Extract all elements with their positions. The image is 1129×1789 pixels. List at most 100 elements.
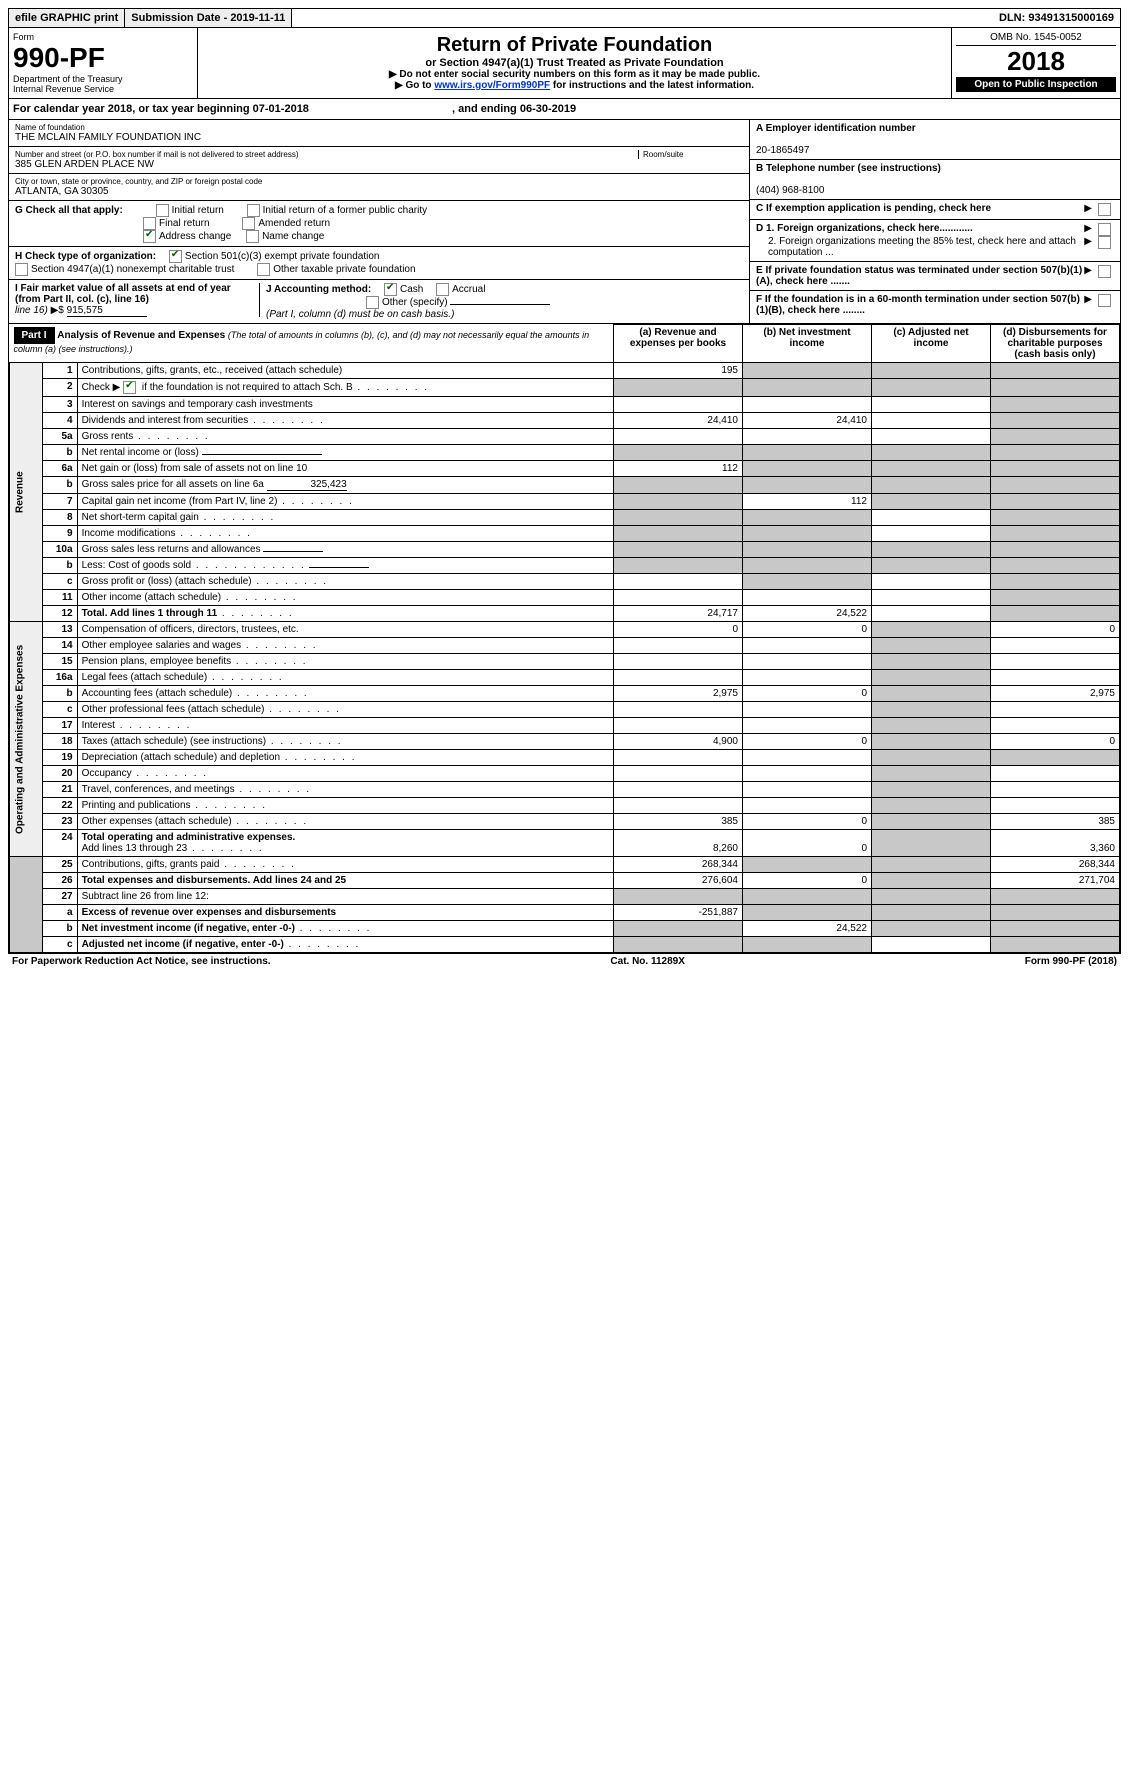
- g-section: G Check all that apply: Initial return I…: [9, 201, 749, 247]
- form-header: Form 990-PF Department of the Treasury I…: [9, 28, 1120, 99]
- table-row: 4Dividends and interest from securities2…: [10, 413, 1120, 429]
- entity-info: Name of foundation THE MCLAIN FAMILY FOU…: [9, 120, 1120, 324]
- line-5a-text: Gross rents: [77, 429, 613, 445]
- line-13-d: 0: [991, 622, 1120, 638]
- footer-right: Form 990-PF (2018): [1025, 956, 1117, 967]
- initial-former-checkbox[interactable]: [247, 204, 260, 217]
- header-right: OMB No. 1545-0052 2018 Open to Public In…: [951, 28, 1120, 98]
- tax-year-begin: 07-01-2018: [253, 103, 309, 115]
- line-3-num: 3: [42, 397, 77, 413]
- line-26-num: 26: [42, 873, 77, 889]
- line-1-text: Contributions, gifts, grants, etc., rece…: [77, 363, 613, 379]
- initial-return-checkbox[interactable]: [156, 204, 169, 217]
- shaded-cell: [991, 363, 1120, 379]
- line-15-text: Pension plans, employee benefits: [77, 654, 613, 670]
- dln: DLN: 93491315000169: [993, 9, 1120, 27]
- line-24-num: 24: [42, 830, 77, 857]
- line-4-b: 24,410: [743, 413, 872, 429]
- line-2-num: 2: [42, 379, 77, 397]
- phone-label: B Telephone number (see instructions): [756, 163, 941, 174]
- table-row: bNet rental income or (loss): [10, 445, 1120, 461]
- instr-goto-pre: Go to: [395, 80, 434, 91]
- e-checkbox[interactable]: [1098, 265, 1111, 278]
- irs: Internal Revenue Service: [13, 84, 193, 94]
- line-18-b: 0: [743, 734, 872, 750]
- entity-left: Name of foundation THE MCLAIN FAMILY FOU…: [9, 120, 749, 323]
- i-label: I Fair market value of all assets at end…: [15, 283, 231, 305]
- table-row: 7Capital gain net income (from Part IV, …: [10, 494, 1120, 510]
- line-12-a: 24,717: [614, 606, 743, 622]
- f-cell: F If the foundation is in a 60-month ter…: [750, 291, 1120, 319]
- amended-return-checkbox[interactable]: [242, 217, 255, 230]
- line-8-text: Net short-term capital gain: [77, 510, 613, 526]
- part1-tag: Part I: [14, 327, 55, 344]
- g-initial: Initial return: [172, 205, 224, 216]
- line-16c-num: c: [42, 702, 77, 718]
- cash-checkbox[interactable]: [384, 283, 397, 296]
- ein-label: A Employer identification number: [756, 123, 916, 134]
- form-number: 990-PF: [13, 42, 193, 74]
- table-row: 14Other employee salaries and wages: [10, 638, 1120, 654]
- table-row: aExcess of revenue over expenses and dis…: [10, 905, 1120, 921]
- line-9-num: 9: [42, 526, 77, 542]
- ein-value: 20-1865497: [756, 145, 809, 156]
- col-d-header: (d) Disbursements for charitable purpose…: [991, 325, 1120, 363]
- other-method-checkbox[interactable]: [366, 296, 379, 309]
- line-15-num: 15: [42, 654, 77, 670]
- table-row: 17Interest: [10, 718, 1120, 734]
- table-row: 9Income modifications: [10, 526, 1120, 542]
- accrual-checkbox[interactable]: [436, 283, 449, 296]
- table-row: bGross sales price for all assets on lin…: [10, 477, 1120, 494]
- table-row: cGross profit or (loss) (attach schedule…: [10, 574, 1120, 590]
- efile-print-button[interactable]: efile GRAPHIC print: [9, 9, 125, 27]
- table-row: cAdjusted net income (if negative, enter…: [10, 937, 1120, 953]
- phone-cell: B Telephone number (see instructions) (4…: [750, 160, 1120, 200]
- g-label: G Check all that apply:: [15, 205, 123, 216]
- d1-checkbox[interactable]: [1098, 223, 1111, 236]
- line-25-num: 25: [42, 857, 77, 873]
- open-to-public: Open to Public Inspection: [956, 77, 1116, 92]
- d1-label: D 1. Foreign organizations, check here..…: [756, 223, 1084, 234]
- c-checkbox[interactable]: [1098, 203, 1111, 216]
- line-24-a: 8,260: [614, 830, 743, 857]
- line-27c-num: c: [42, 937, 77, 953]
- line-27b-b: 24,522: [743, 921, 872, 937]
- line-6a-a: 112: [614, 461, 743, 477]
- line-14-text: Other employee salaries and wages: [77, 638, 613, 654]
- line-16b-text: Accounting fees (attach schedule): [77, 686, 613, 702]
- line-6b-text: Gross sales price for all assets on line…: [77, 477, 613, 494]
- sch-b-checkbox[interactable]: [123, 381, 136, 394]
- g-addr-change: Address change: [159, 231, 231, 242]
- line-20-text: Occupancy: [77, 766, 613, 782]
- line-13-num: 13: [42, 622, 77, 638]
- line-5b-num: b: [42, 445, 77, 461]
- form-subtitle: or Section 4947(a)(1) Trust Treated as P…: [204, 57, 945, 69]
- line-27-text: Subtract line 26 from line 12:: [77, 889, 613, 905]
- d2-checkbox[interactable]: [1098, 236, 1111, 249]
- line-22-num: 22: [42, 798, 77, 814]
- header-left: Form 990-PF Department of the Treasury I…: [9, 28, 198, 98]
- h-501c3-checkbox[interactable]: [169, 250, 182, 263]
- h-opt1: Section 501(c)(3) exempt private foundat…: [185, 251, 380, 262]
- table-row: 23Other expenses (attach schedule)385038…: [10, 814, 1120, 830]
- d-cell: D 1. Foreign organizations, check here..…: [750, 220, 1120, 262]
- h-other-checkbox[interactable]: [257, 263, 270, 276]
- line-27a-a: -251,887: [614, 905, 743, 921]
- table-row: Revenue 1 Contributions, gifts, grants, …: [10, 363, 1120, 379]
- phone-value: (404) 968-8100: [756, 185, 824, 196]
- line-25-a: 268,344: [614, 857, 743, 873]
- form-title: Return of Private Foundation: [204, 34, 945, 57]
- address-cell: Number and street (or P.O. box number if…: [9, 147, 749, 174]
- table-row: 11Other income (attach schedule): [10, 590, 1120, 606]
- street-address: 385 GLEN ARDEN PLACE NW: [15, 159, 638, 170]
- line-27c-text: Adjusted net income (if negative, enter …: [77, 937, 613, 953]
- address-change-checkbox[interactable]: [143, 230, 156, 243]
- j-accrual: Accrual: [452, 284, 485, 295]
- i-arrow: ▶$: [51, 305, 64, 316]
- name-change-checkbox[interactable]: [246, 230, 259, 243]
- line-23-b: 0: [743, 814, 872, 830]
- line-16b-a: 2,975: [614, 686, 743, 702]
- h-4947-checkbox[interactable]: [15, 263, 28, 276]
- instructions-link[interactable]: www.irs.gov/Form990PF: [434, 80, 550, 91]
- f-checkbox[interactable]: [1098, 294, 1111, 307]
